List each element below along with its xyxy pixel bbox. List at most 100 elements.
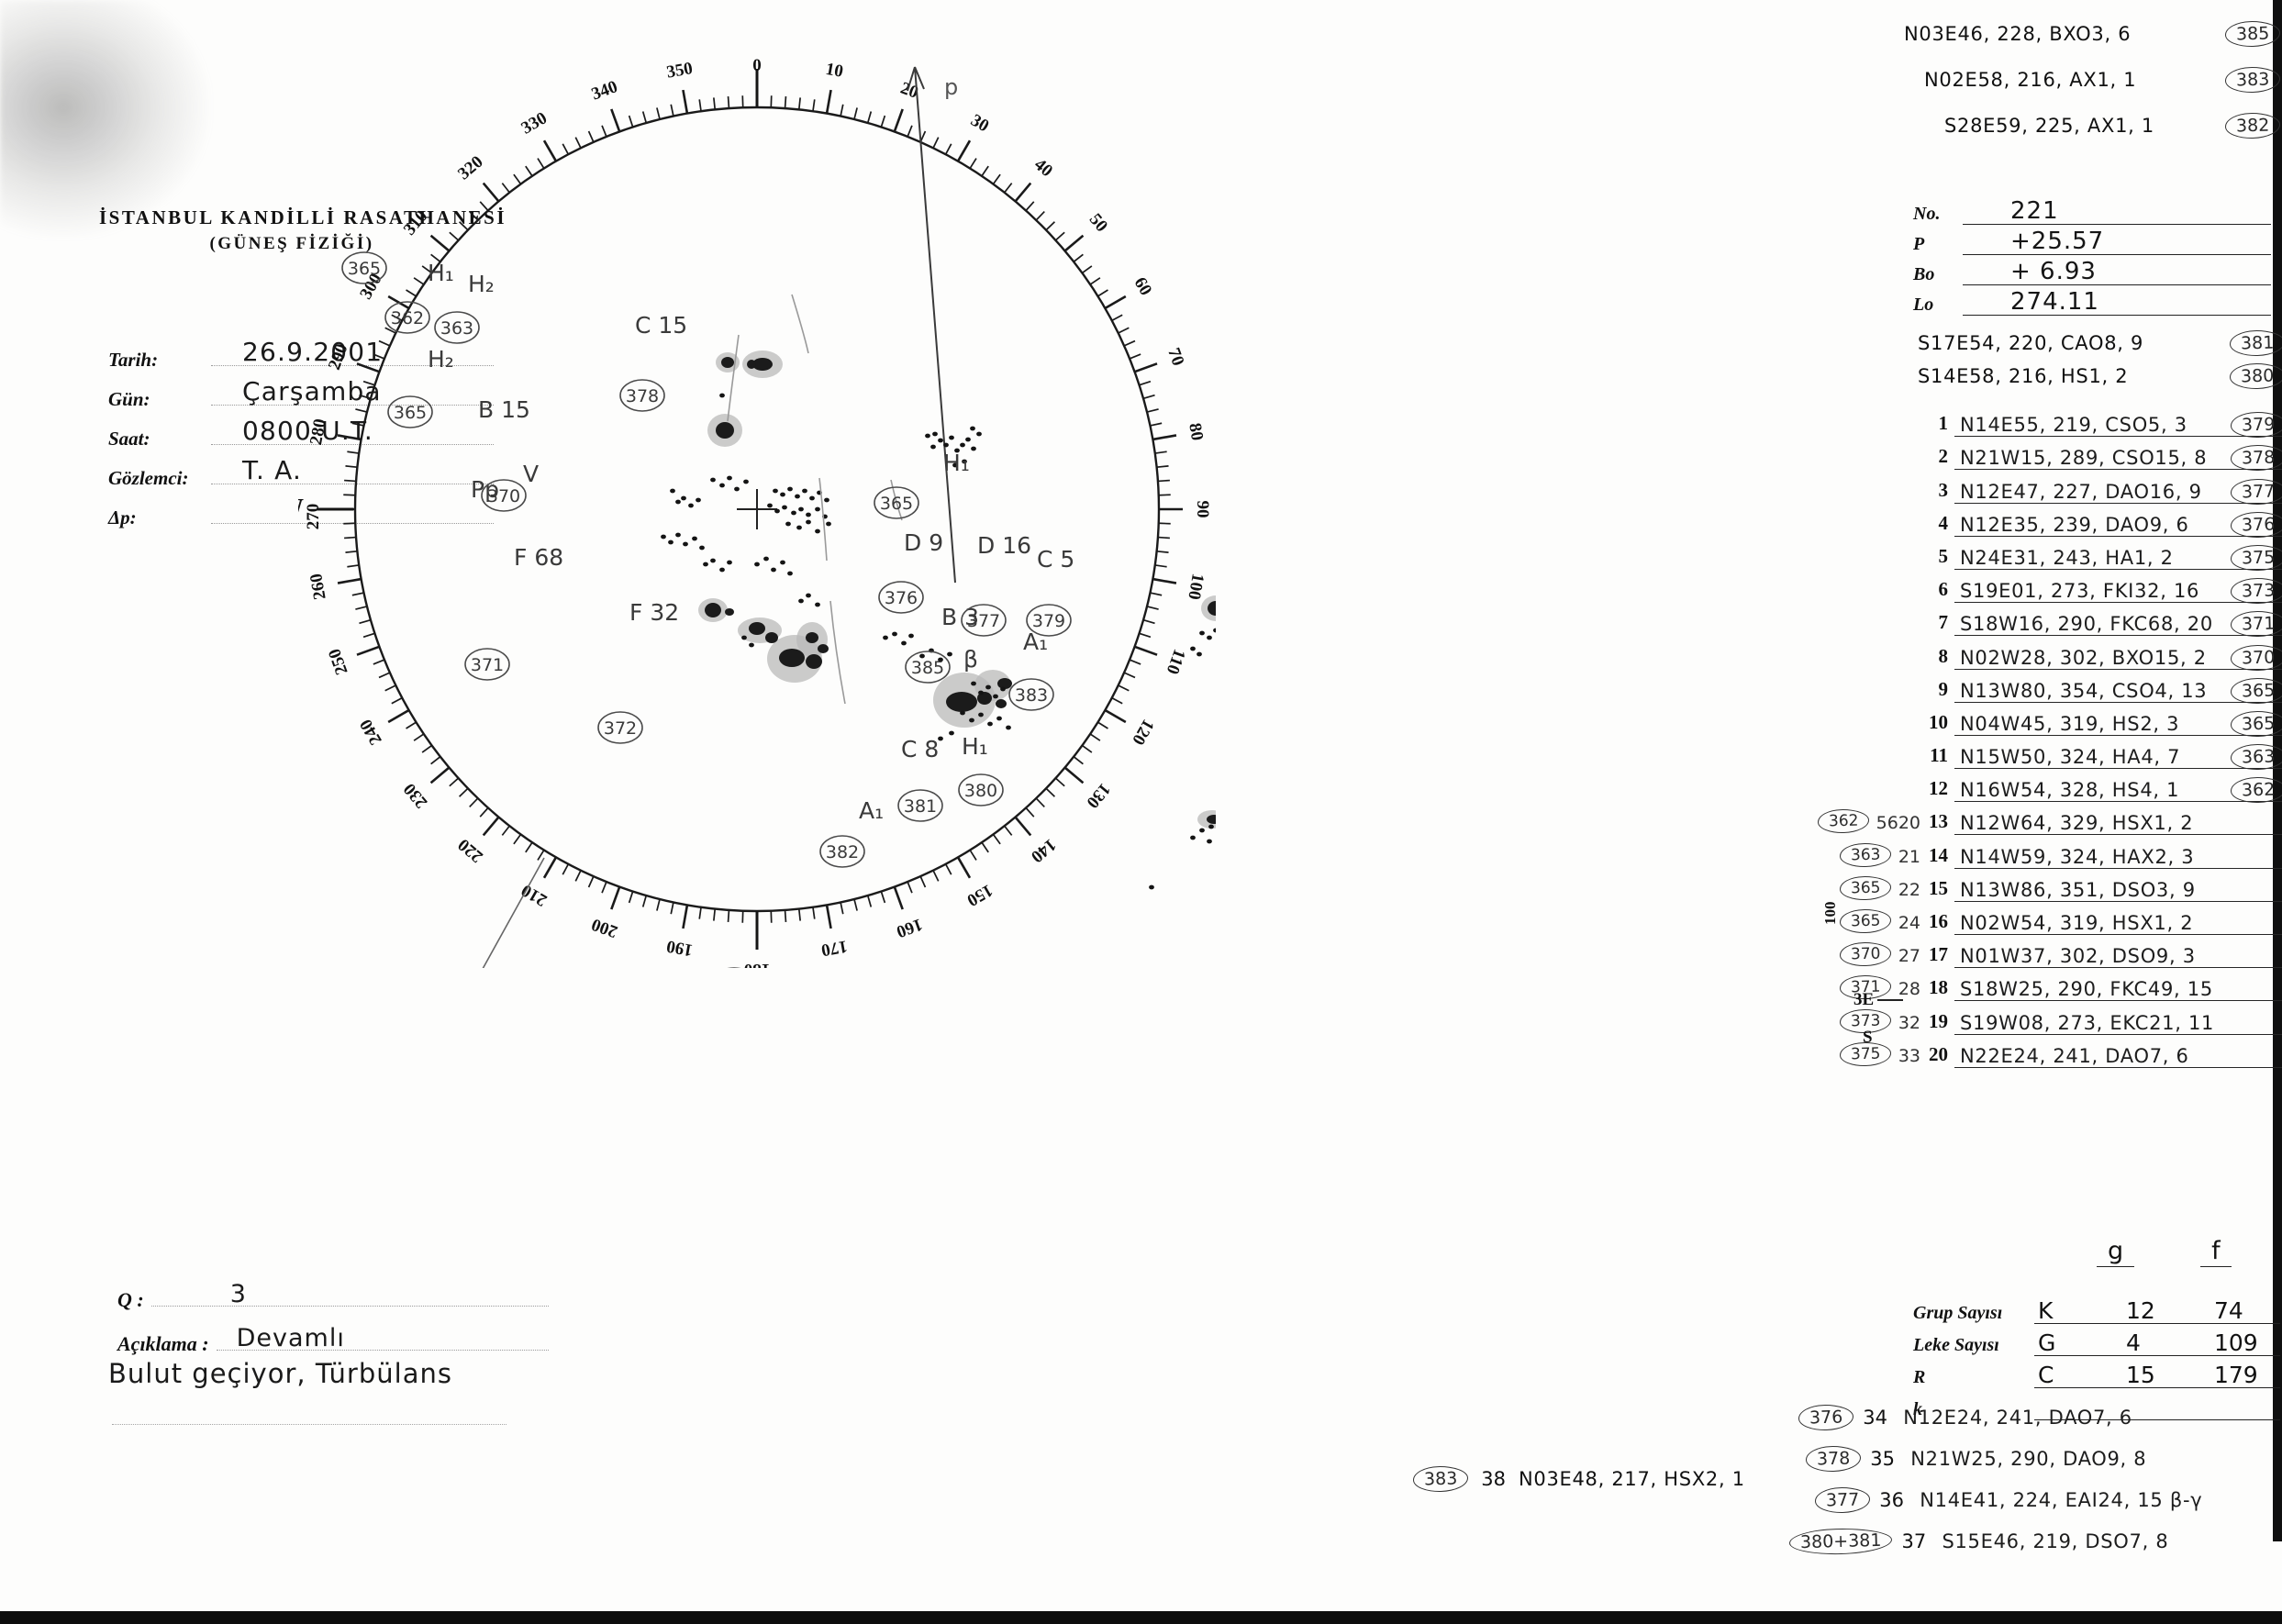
sunspot-pore [954,448,960,453]
top-free-row-2: S28E59, 225, AX1, 1 382 [1904,103,2281,149]
row-circled-tag-14: 363 [1840,841,1893,868]
header-line-0[interactable]: 221 [1963,197,2271,225]
row-entry-line-11[interactable]: N15W50, 324, HA4, 7 363 [1954,740,2282,771]
limb-tick-minor [969,849,977,861]
sunspot-pore [719,483,725,488]
header-line-1[interactable]: +25.57 [1963,228,2271,255]
row-entry-line-13[interactable]: N12W64, 329, HSX1, 2 [1954,806,2282,836]
row-extra-18: 28 [1898,979,1920,1000]
count-line-2[interactable]: C 15 179 [2034,1361,2280,1388]
form-dotted-line-0[interactable]: 26.9.2001 [211,337,494,367]
limb-tick-minor [501,825,511,836]
row-entry-line-12[interactable]: N16W54, 328, HS4, 1 362 [1954,773,2282,805]
form-dotted-line-3[interactable]: T. A. [211,455,494,485]
limb-tick-minor [1157,536,1170,539]
region-tag-number: 365 [880,494,913,514]
sunspot-pore [965,437,971,442]
row-entry-line-5[interactable]: N24E31, 243, HA1, 2 375 [1954,541,2282,572]
row-entry-line-4[interactable]: N12E35, 239, DAO9, 6 376 [1954,508,2282,539]
limb-tick-minor [1035,210,1045,221]
header-line-3[interactable]: 274.11 [1963,288,2271,316]
limb-tick-minor [840,902,844,915]
row-entry-line-14[interactable]: N14W59, 324, HAX2, 3 [1954,840,2282,869]
row-entry-line-2[interactable]: N21W15, 289, CSO15, 8 378 [1954,441,2282,473]
row-entry-line-6[interactable]: S19E01, 273, FKI32, 16 373 [1954,574,2282,605]
row-entry-text-19: S19W08, 273, EKC21, 11 [1960,1011,2215,1034]
row-entry-line-10[interactable]: N04W45, 319, HS2, 3 365 [1954,707,2282,738]
row-entry-text-16: N02W54, 319, HSX1, 2 [1960,912,2194,934]
count-row-0: Grup Sayısı K 12 74 [1913,1292,2280,1324]
count-key-1: Leke Sayısı [1913,1335,1999,1355]
sunspot-pore [727,475,732,481]
row-entry-line-7[interactable]: S18W16, 290, FKC68, 20 371 [1954,607,2282,639]
row-entry-text-5: N24E31, 243, HA1, 2 [1960,546,2174,569]
row-entry-line-9[interactable]: N13W80, 354, CSO4, 13 365 [1954,674,2282,705]
limb-tick-major [482,182,500,203]
group-list-row-6: 6 S19E01, 273, FKI32, 16 373 [1812,570,2282,605]
limb-tick-minor [587,875,595,888]
group-list-row-8: 8 N02W28, 302, BXO15, 2 370 [1812,636,2282,672]
quality-label: Q : [117,1288,144,1311]
region-tag-circle [1026,604,1072,637]
limb-tick-minor [378,339,391,347]
region-tag-circle [434,311,480,344]
cardinal-label-W: W [298,495,304,523]
entry-38-text: N03E48, 217, HSX2, 1 [1519,1468,1745,1490]
limb-tick-minor [1129,659,1141,665]
sunspot-umbra [1207,815,1216,824]
limb-tick-minor [479,201,489,212]
limb-tick-major [356,362,380,373]
limb-tick-minor [981,841,989,853]
limb-tick-minor [458,221,469,231]
count-line-3[interactable] [2034,1393,2280,1420]
row-entry-line-8[interactable]: N02W28, 302, BXO15, 2 370 [1954,641,2282,672]
limb-degree-label: 220 [454,835,486,866]
remarks-underline [112,1424,506,1425]
count-line-0[interactable]: K 12 74 [2034,1296,2280,1324]
mid-free-row-1: S14E58, 216, HS1, 2 380 [1918,360,2282,393]
count-class-0: K [2038,1297,2054,1324]
row-entry-line-16[interactable]: N02W54, 319, HSX1, 2 [1954,907,2282,935]
row-index-10: 10 [1929,710,1948,733]
count-line-1[interactable]: G 4 109 [2034,1329,2280,1356]
sunspot-umbra [1208,601,1216,616]
limb-tick-minor [866,111,873,124]
limb-degree-label: 250 [325,646,351,677]
form-dotted-line-2[interactable]: 0800 U.T. [211,416,494,446]
region-tag-number: 381 [904,796,937,817]
limb-tick-minor [355,408,368,413]
limb-tick-minor [1081,744,1093,753]
row-entry-text-14: N14W59, 324, HAX2, 3 [1960,845,2195,868]
sunspot-pore [754,562,760,567]
row-entry-line-18[interactable]: S18W25, 290, FKC49, 15 [1954,973,2282,1002]
limb-tick-minor [449,777,460,787]
limb-degree-label: 330 [518,108,551,138]
row-entry-line-15[interactable]: N13W86, 351, DSO3, 9 [1954,873,2282,902]
limb-tick-minor [351,592,364,596]
sunspot-pore [962,459,967,464]
sunspot-pore [960,710,965,716]
sunspot-pore [925,433,930,439]
limb-degree-label: 340 [589,77,620,104]
row-entry-line-20[interactable]: N22E24, 241, DAO7, 6 [1954,1040,2282,1068]
row-right-tag-3: 377 [2230,477,2282,506]
limb-tick-major [610,886,621,910]
row-entry-line-3[interactable]: N12E47, 227, DAO16, 9 377 [1954,475,2282,506]
header-line-2[interactable]: + 6.93 [1963,258,2271,285]
row-entry-line-1[interactable]: N14E55, 219, CSO5, 3 379 [1954,408,2282,439]
form-dotted-line-1[interactable]: Çarşamba [211,376,494,406]
limb-tick-minor [345,550,358,553]
top-free-tag-0: 385 [2224,20,2281,48]
group-class-label: β [963,646,978,673]
row-entry-line-19[interactable]: S19W08, 273, EKC21, 11 [1954,1007,2282,1035]
limb-tick-minor [1150,592,1163,596]
region-tag-number: 365 [394,403,427,423]
count-f-2: 179 [2214,1362,2258,1388]
limb-tick-minor [413,733,425,741]
sunspot-pore [683,541,688,547]
limb-tick-minor [430,253,441,263]
row-entry-line-17[interactable]: N01W37, 302, DSO9, 3 [1954,940,2282,969]
group-list-row-2: 2 N21W15, 289, CSO15, 8 378 [1812,437,2282,473]
limb-tick-minor [479,806,489,818]
